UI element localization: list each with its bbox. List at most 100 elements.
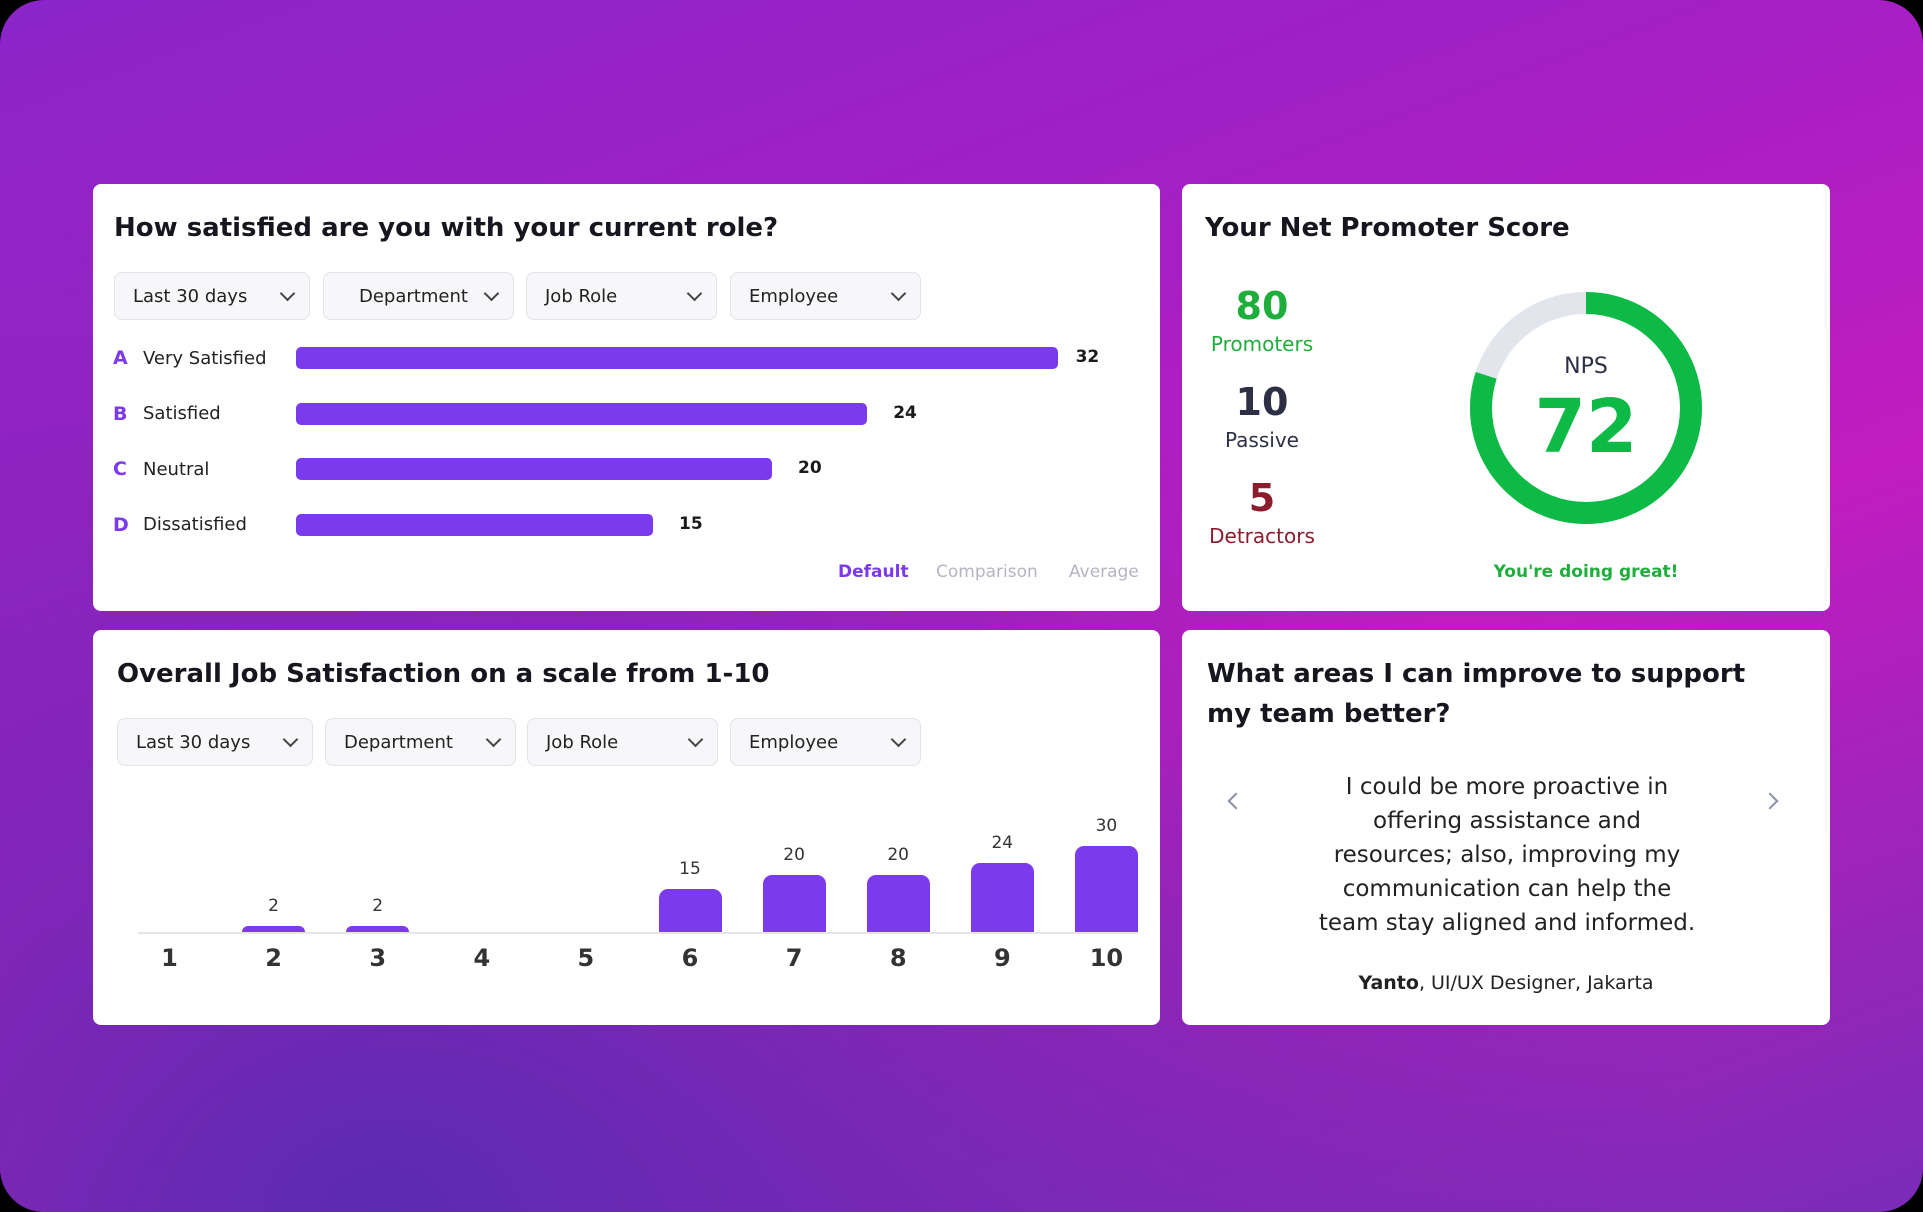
promoters-label: Promoters (1210, 332, 1314, 356)
feedback-author-line: Yanto, UI/UX Designer, Jakarta (1182, 972, 1830, 994)
nps-message: You're doing great! (1493, 562, 1679, 582)
detractors-value: 5 (1248, 476, 1276, 520)
employee-dropdown[interactable]: Employee (730, 272, 921, 320)
promoters-value: 80 (1235, 284, 1289, 328)
chevron-down-icon (687, 731, 704, 747)
gauge-fill (1470, 292, 1702, 524)
job-role-dropdown[interactable]: Job Role (526, 272, 717, 320)
passive-label: Passive (1225, 428, 1299, 452)
column-value-label: 24 (991, 833, 1014, 854)
dropdown-label: Job Role (545, 285, 618, 307)
x-axis-line (138, 932, 1138, 934)
column-bar (1074, 845, 1138, 932)
answer-label: Satisfied (143, 403, 221, 424)
department-dropdown[interactable]: Department (323, 272, 514, 320)
card-title: Your Net Promoter Score (1205, 213, 1570, 243)
passive-stat: 10 Passive (1182, 380, 1342, 452)
answer-label: Neutral (143, 458, 210, 480)
answer-letter: B (113, 402, 128, 425)
job-satisfaction-card: Overall Job Satisfaction on a scale from… (93, 630, 1160, 1025)
answer-letter: C (113, 458, 127, 480)
answer-label: Dissatisfied (143, 514, 247, 535)
previous-arrow-icon[interactable] (1227, 792, 1245, 810)
chevron-down-icon (890, 731, 907, 747)
dropdown-label: Department (344, 731, 453, 753)
tab-average[interactable]: Average (1069, 562, 1139, 582)
column-bar (970, 863, 1034, 932)
date-range-dropdown[interactable]: Last 30 days (117, 718, 313, 766)
column-value-label: 30 (1095, 815, 1118, 836)
satisfaction-card: How satisfied are you with your current … (93, 184, 1160, 611)
x-tick-label: 4 (473, 944, 491, 972)
answer-value: 20 (798, 458, 822, 478)
chevron-down-icon (483, 285, 500, 301)
nps-gauge (1470, 292, 1702, 524)
column-bar (866, 874, 930, 932)
answer-letter: D (113, 513, 129, 536)
x-tick-label: 7 (785, 944, 803, 972)
column-value-label: 2 (372, 896, 384, 917)
answer-letter: A (113, 347, 128, 369)
column-value-label: 2 (268, 896, 279, 917)
answer-bar (296, 513, 653, 536)
answer-label: Very Satisfied (143, 347, 267, 369)
answer-value: 24 (893, 402, 917, 423)
feedback-card: What areas I can improve to support my t… (1182, 630, 1830, 1025)
x-tick-label: 10 (1089, 944, 1124, 972)
dropdown-label: Last 30 days (133, 285, 248, 307)
column-bar (658, 888, 722, 932)
column-bar (346, 926, 410, 932)
answer-bar (296, 402, 868, 425)
answer-bar (296, 458, 772, 480)
date-range-dropdown[interactable]: Last 30 days (114, 272, 310, 320)
passive-value: 10 (1235, 380, 1289, 424)
next-arrow-icon[interactable] (1761, 792, 1779, 810)
dropdown-label: Employee (749, 285, 839, 307)
chevron-down-icon (686, 285, 703, 301)
dropdown-label: Employee (749, 731, 839, 753)
dropdown-label: Department (359, 285, 468, 307)
column-value-label: 20 (783, 844, 805, 865)
gauge-label: NPS (1564, 354, 1608, 379)
employee-dropdown[interactable]: Employee (730, 718, 921, 766)
chevron-down-icon (282, 731, 299, 747)
author-name: Yanto (1358, 972, 1419, 994)
x-tick-label: 6 (681, 944, 699, 972)
x-tick-label: 3 (369, 944, 387, 972)
chevron-down-icon (485, 731, 502, 747)
x-tick-label: 8 (889, 944, 907, 972)
answer-row: A Very Satisfied (113, 343, 267, 373)
detractors-stat: 5 Detractors (1182, 476, 1342, 548)
nps-score: 72 (1534, 384, 1638, 470)
author-details: , UI/UX Designer, Jakarta (1418, 972, 1654, 994)
chevron-down-icon (279, 285, 296, 301)
answer-row: D Dissatisfied (113, 510, 247, 540)
answer-row: B Satisfied (113, 399, 221, 429)
card-title: How satisfied are you with your current … (114, 213, 779, 243)
x-tick-label: 1 (161, 944, 178, 972)
answer-row: C Neutral (113, 454, 209, 484)
x-tick-label: 2 (265, 944, 282, 972)
nps-card: Your Net Promoter Score 80 Promoters 10 … (1182, 184, 1830, 611)
job-role-dropdown[interactable]: Job Role (527, 718, 718, 766)
answer-value: 32 (1075, 347, 1100, 367)
chevron-down-icon (890, 285, 907, 301)
card-title: What areas I can improve to support my t… (1207, 659, 1746, 729)
card-title: Overall Job Satisfaction on a scale from… (117, 659, 770, 689)
dropdown-label: Job Role (546, 731, 619, 753)
x-tick-label: 9 (993, 944, 1011, 972)
x-tick-label: 5 (577, 944, 595, 972)
tab-comparison[interactable]: Comparison (936, 562, 1038, 582)
column-value-label: 20 (887, 844, 909, 865)
column-bar (242, 926, 306, 932)
column-bar (762, 874, 826, 932)
feedback-quote: I could be more proactive in offering as… (1318, 774, 1696, 936)
answer-bar (296, 347, 1058, 369)
promoters-stat: 80 Promoters (1182, 284, 1342, 356)
dropdown-label: Last 30 days (136, 731, 251, 753)
department-dropdown[interactable]: Department (325, 718, 516, 766)
detractors-label: Detractors (1209, 524, 1315, 548)
answer-value: 15 (679, 513, 703, 534)
column-value-label: 15 (679, 858, 701, 879)
tab-default[interactable]: Default (838, 562, 909, 582)
